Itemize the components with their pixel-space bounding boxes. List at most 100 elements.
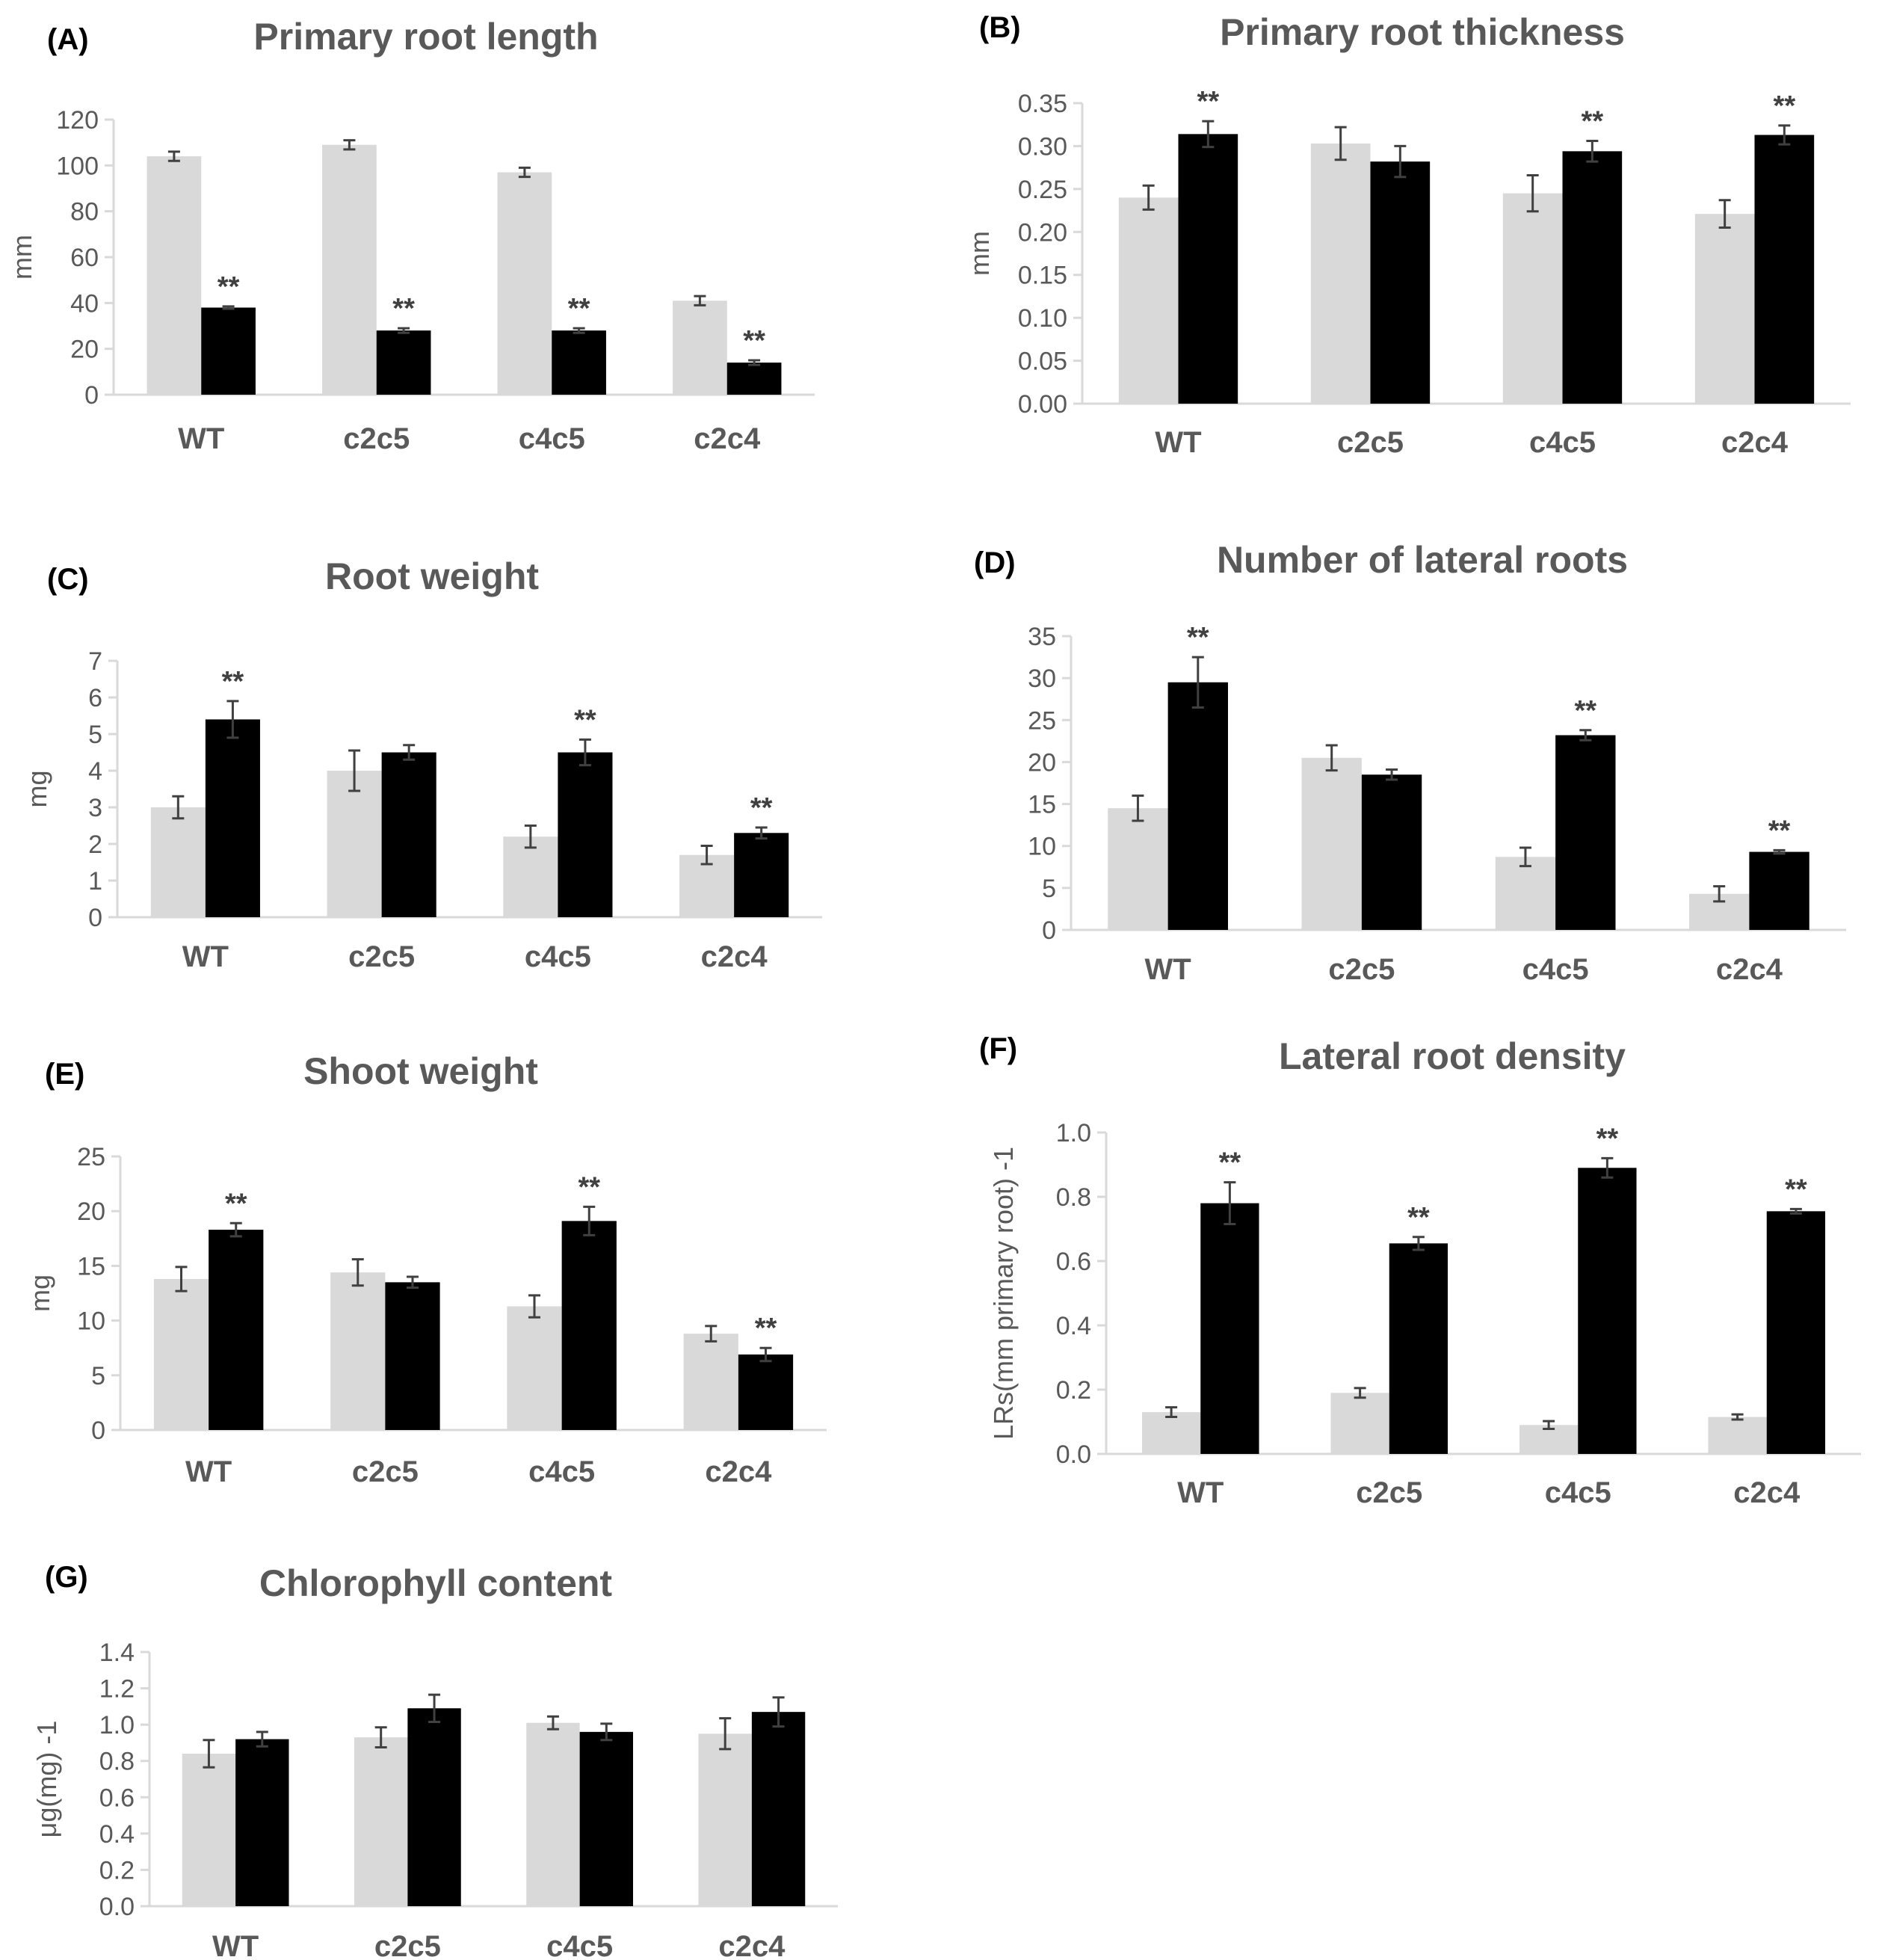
x-tick-label: c2c5 — [374, 1930, 441, 1960]
error-bar-light-c2c5 — [343, 139, 356, 151]
significance-marker: ** — [743, 325, 765, 357]
error-bar-light-c2c5 — [374, 1726, 387, 1748]
error-bar-dark-c2c5 — [406, 1275, 419, 1289]
error-bar-dark-wt — [256, 1731, 268, 1748]
error-bar-dark-c2c5 — [428, 1693, 441, 1723]
error-bar-light-c4c5 — [1519, 846, 1531, 868]
panel-title: Chlorophyll content — [259, 1562, 613, 1604]
error-bar-light-c4c5 — [528, 1294, 541, 1319]
error-bar-light-c2c4 — [1718, 199, 1731, 229]
error-bar-dark-c2c5 — [1412, 1236, 1425, 1251]
bar-light-c2c4 — [698, 1734, 752, 1906]
bar-light-c2c4 — [679, 854, 735, 917]
bar-dark-c2c4 — [1754, 135, 1815, 404]
y-tick-label: 0.2 — [99, 1856, 135, 1885]
bar-dark-c4c5 — [1555, 735, 1616, 930]
error-bar-dark-c4c5 — [583, 1205, 596, 1236]
y-tick-label: 0.15 — [1018, 262, 1067, 290]
error-bar-light-c4c5 — [518, 166, 531, 179]
x-tick-label: c4c5 — [1545, 1476, 1611, 1509]
x-tick-label: c2c4 — [1733, 1476, 1801, 1509]
error-bar-light-c2c5 — [1334, 126, 1347, 161]
y-tick-label: 0.8 — [1056, 1183, 1091, 1212]
bar-light-c4c5 — [507, 1306, 562, 1430]
error-bar-light-wt — [203, 1739, 215, 1769]
panel-title: Primary root length — [253, 16, 598, 58]
bar-dark-c4c5 — [1578, 1168, 1637, 1454]
error-bar-light-c4c5 — [524, 825, 537, 849]
significance-marker: ** — [568, 293, 590, 324]
error-bar-light-c2c4 — [700, 844, 713, 866]
panel-b: (B) Primary root thickness 0.00 0.05 0.10 0.1… — [964, 11, 1851, 459]
y-tick-label: 25 — [77, 1143, 105, 1171]
bar-light-c4c5 — [1502, 193, 1563, 404]
panel-e: (E) Shoot weight 0 5 10 15 20 25 mg WT ** c2c5 c4c5 *… — [25, 1050, 827, 1488]
error-bar-light-c4c5 — [1526, 173, 1539, 213]
x-tick-label: c2c5 — [1328, 953, 1395, 986]
bar-dark-c4c5 — [558, 752, 613, 917]
y-tick-label: 0.25 — [1018, 176, 1067, 204]
y-tick-label: 0 — [91, 1417, 105, 1445]
error-bar-light-c2c5 — [1325, 744, 1338, 772]
x-tick-label: c4c5 — [546, 1930, 613, 1960]
bar-light-wt — [1108, 808, 1168, 930]
x-tick-label: c2c5 — [1356, 1476, 1422, 1509]
bar-dark-c4c5 — [1562, 151, 1623, 404]
bar-light-c4c5 — [526, 1722, 580, 1906]
y-tick-label: 20 — [70, 336, 99, 364]
error-bar-dark-wt — [226, 700, 239, 739]
error-bar-light-wt — [172, 795, 185, 820]
error-bar-dark-c2c5 — [1394, 144, 1407, 179]
error-bar-dark-c2c4 — [1778, 124, 1791, 146]
y-tick-label: 5 — [91, 1362, 105, 1390]
bar-light-c2c5 — [322, 144, 377, 395]
bar-dark-c2c4 — [751, 1712, 806, 1906]
y-tick-label: 0.0 — [99, 1893, 135, 1921]
bar-light-c2c4 — [1694, 214, 1755, 404]
y-tick-label: 0.2 — [1056, 1376, 1091, 1405]
bar-dark-c2c4 — [1749, 851, 1809, 930]
y-tick-label: 15 — [1028, 791, 1056, 819]
x-tick-label: WT — [185, 1455, 232, 1488]
y-tick-label: 0.8 — [99, 1748, 135, 1776]
bar-light-c2c4 — [1708, 1417, 1767, 1454]
error-bar-dark-c4c5 — [578, 738, 591, 767]
x-tick-label: c2c5 — [348, 940, 415, 973]
error-bar-light-wt — [1132, 794, 1144, 822]
x-tick-label: WT — [212, 1930, 259, 1960]
y-tick-label: 1.2 — [99, 1675, 135, 1704]
error-bar-light-c2c4 — [1713, 885, 1726, 903]
error-bar-light-c4c5 — [546, 1715, 559, 1731]
bar-light-wt — [153, 1278, 209, 1430]
y-tick-label: 10 — [1028, 833, 1056, 861]
y-tick-label: 60 — [70, 244, 99, 272]
x-tick-label: c4c5 — [525, 940, 591, 973]
x-tick-label: WT — [178, 422, 224, 455]
bar-dark-c4c5 — [561, 1221, 617, 1430]
significance-marker: ** — [1768, 815, 1791, 846]
error-bar-dark-wt — [229, 1221, 242, 1238]
y-tick-label: 80 — [70, 198, 99, 226]
y-axis-label: LRs(mm primary root) -1 — [988, 1147, 1019, 1440]
x-tick-label: WT — [1145, 953, 1191, 986]
error-bar-dark-c4c5 — [600, 1722, 613, 1742]
error-bar-light-c2c4 — [694, 295, 706, 306]
bar-dark-wt — [235, 1739, 289, 1906]
y-tick-label: 15 — [77, 1252, 105, 1281]
y-tick-label: 35 — [1028, 623, 1056, 651]
significance-marker: ** — [574, 704, 596, 736]
error-bar-dark-c2c4 — [1773, 848, 1786, 855]
y-tick-label: 0.6 — [99, 1784, 135, 1812]
error-bar-dark-wt — [1224, 1181, 1236, 1226]
error-bar-light-wt — [175, 1266, 188, 1292]
bar-dark-c2c4 — [1766, 1211, 1826, 1454]
x-tick-label: c4c5 — [1522, 953, 1589, 986]
error-bar-light-c2c5 — [1354, 1387, 1366, 1399]
y-axis-label: μg(mg) -1 — [31, 1721, 62, 1838]
y-tick-label: 4 — [88, 757, 102, 786]
bar-dark-c4c5 — [579, 1731, 634, 1906]
bar-light-wt — [1141, 1412, 1201, 1454]
y-tick-label: 0.4 — [1056, 1312, 1091, 1340]
bar-dark-c2c5 — [1389, 1243, 1448, 1454]
y-tick-label: 1.4 — [99, 1639, 135, 1667]
